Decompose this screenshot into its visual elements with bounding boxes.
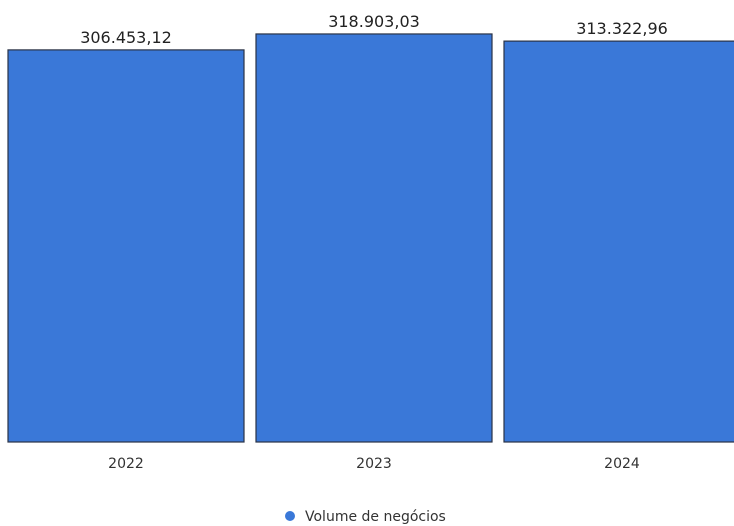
x-tick-label-2023: 2023 (356, 456, 392, 472)
value-label-2024: 313.322,96 (576, 19, 668, 38)
value-labels-layer: 306.453,12 318.903,03 313.322,96 (80, 12, 668, 47)
x-tick-label-2024: 2024 (604, 456, 640, 472)
bars-layer (7, 33, 734, 443)
bar-2024[interactable] (503, 40, 734, 443)
value-label-2023: 318.903,03 (328, 12, 420, 31)
bar-2023[interactable] (255, 33, 493, 443)
value-label-2022: 306.453,12 (80, 28, 172, 47)
x-axis-tick-labels: 2022 2023 2024 (108, 456, 640, 472)
bar-2022[interactable] (7, 49, 245, 443)
legend[interactable]: Volume de negócios (285, 509, 446, 525)
x-tick-label-2022: 2022 (108, 456, 144, 472)
legend-label: Volume de negócios (305, 509, 446, 525)
legend-marker (285, 511, 295, 521)
